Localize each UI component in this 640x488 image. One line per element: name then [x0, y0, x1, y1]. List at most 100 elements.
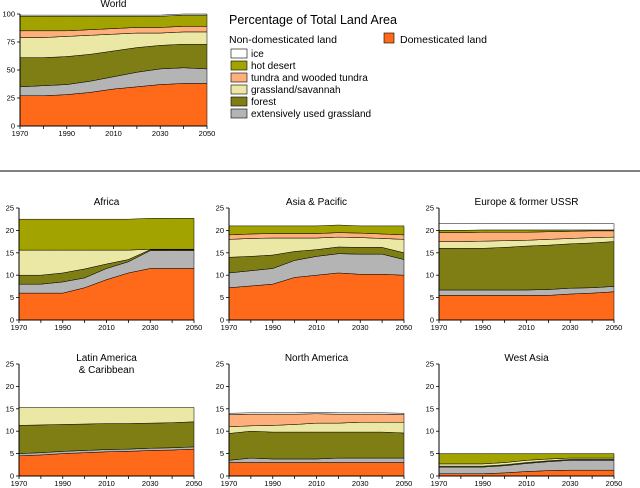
chart-title: World — [101, 0, 127, 10]
area-grassland-savannah — [18, 407, 195, 426]
area-forest — [228, 430, 405, 461]
y-tick-label: 25 — [7, 94, 15, 103]
y-tick-label: 75 — [7, 38, 15, 47]
chart-west-asia: 0 5 10 15 20 25 1970 1990 2010 2030 2050 West Asia — [426, 353, 623, 488]
y-tick-label: 20 — [216, 226, 224, 235]
area-domesticated-land — [438, 291, 615, 321]
y-tick-label: 10 — [426, 427, 434, 436]
chart-title: Asia & Pacific — [286, 197, 347, 208]
y-tick-label: 0 — [220, 316, 224, 325]
x-tick-label: 1990 — [58, 129, 75, 138]
x-tick-label: 1970 — [11, 479, 28, 488]
x-tick-label: 1970 — [12, 129, 29, 138]
area-hot-desert — [228, 224, 405, 236]
chart-title: & Caribbean — [79, 365, 135, 376]
y-tick-label: 15 — [426, 404, 434, 413]
y-tick-label: 20 — [426, 226, 434, 235]
y-tick-label: 5 — [10, 293, 14, 302]
area-hot-desert — [18, 218, 195, 251]
legend-label-grassland-savannah: grassland/savannah — [251, 85, 341, 96]
area-domesticated-land — [228, 462, 405, 477]
chart-north-america: 0 5 10 15 20 25 1970 1990 2010 2030 2050 North Amer… — [216, 353, 413, 488]
area-ice — [438, 223, 615, 231]
y-tick-label: 0 — [430, 316, 434, 325]
x-tick-label: 2010 — [98, 323, 115, 332]
legend-swatch-hot-desert — [230, 60, 248, 71]
legend-domesticated-label: Domesticated land — [400, 34, 487, 46]
x-tick-label: 2010 — [98, 479, 115, 488]
x-tick-label: 2010 — [518, 323, 535, 332]
x-tick-label: 2030 — [142, 479, 159, 488]
x-tick-label: 2030 — [352, 323, 369, 332]
x-tick-label: 2050 — [186, 323, 203, 332]
y-tick-label: 25 — [426, 204, 434, 213]
legend-swatch-extensive-grassland — [230, 108, 248, 119]
x-tick-label: 2030 — [562, 323, 579, 332]
x-tick-label: 2030 — [562, 479, 579, 488]
x-tick-label: 1970 — [221, 479, 238, 488]
y-tick-label: 0 — [10, 316, 14, 325]
x-tick-label: 2010 — [105, 129, 122, 138]
chart-title: North America — [285, 353, 349, 364]
legend-non-domesticated-heading: Non-domesticated land — [229, 34, 337, 46]
chart-world: 0 25 50 75 100 1970 1990 2010 2030 2050 World — [2, 0, 215, 138]
area-ice — [228, 412, 405, 415]
chart-europe-former-ussr: 0 5 10 15 20 25 1970 1990 2010 2030 2050 Europe & f… — [426, 197, 623, 332]
y-tick-label: 0 — [430, 472, 434, 481]
x-tick-label: 1990 — [264, 479, 281, 488]
y-tick-label: 10 — [426, 271, 434, 280]
y-tick-label: 15 — [6, 404, 14, 413]
x-tick-label: 1990 — [474, 323, 491, 332]
x-tick-label: 2050 — [396, 479, 413, 488]
y-tick-label: 25 — [426, 360, 434, 369]
y-tick-label: 5 — [220, 449, 224, 458]
y-tick-label: 20 — [6, 382, 14, 391]
x-tick-label: 2010 — [308, 323, 325, 332]
y-tick-label: 5 — [10, 449, 14, 458]
y-tick-label: 5 — [430, 449, 434, 458]
legend-swatch-ice — [230, 48, 248, 59]
y-tick-label: 25 — [6, 204, 14, 213]
x-tick-label: 1990 — [264, 323, 281, 332]
x-tick-label: 2050 — [606, 323, 623, 332]
y-tick-label: 15 — [426, 248, 434, 257]
x-tick-label: 1990 — [474, 479, 491, 488]
y-tick-label: 10 — [216, 427, 224, 436]
x-tick-label: 2030 — [352, 479, 369, 488]
area-ice — [19, 13, 208, 17]
y-tick-label: 0 — [11, 122, 15, 131]
x-tick-label: 2030 — [152, 129, 169, 138]
y-tick-label: 15 — [216, 248, 224, 257]
y-tick-label: 15 — [216, 404, 224, 413]
x-tick-label: 1990 — [54, 323, 71, 332]
chart-latin-america: 0 5 10 15 20 25 1970 1990 2010 2030 2050 Latin Amer… — [6, 353, 203, 488]
y-tick-label: 50 — [7, 66, 15, 75]
legend-label-forest: forest — [251, 97, 276, 108]
legend-swatch-grassland-savannah — [230, 84, 248, 95]
y-tick-label: 20 — [6, 226, 14, 235]
chart-asia-pacific: 0 5 10 15 20 25 1970 1990 2010 2030 2050 Asia & Pac… — [216, 197, 413, 332]
y-tick-label: 5 — [220, 293, 224, 302]
legend-domesticated-swatch — [383, 32, 395, 44]
area-forest — [438, 241, 615, 291]
chart-africa: 0 5 10 15 20 25 1970 1990 2010 2030 2050 Africa — [6, 197, 203, 332]
y-tick-label: 5 — [430, 293, 434, 302]
legend-label-ice: ice — [251, 49, 264, 60]
chart-title: Africa — [94, 197, 120, 208]
x-tick-label: 1970 — [221, 323, 238, 332]
y-tick-label: 20 — [216, 382, 224, 391]
x-tick-label: 2050 — [186, 479, 203, 488]
x-tick-label: 2050 — [396, 323, 413, 332]
y-tick-label: 25 — [216, 360, 224, 369]
x-tick-label: 2050 — [606, 479, 623, 488]
legend-label-extensive-grassland: extensively used grassland — [251, 109, 371, 120]
y-tick-label: 25 — [216, 204, 224, 213]
chart-title: West Asia — [504, 353, 549, 364]
y-tick-label: 10 — [6, 427, 14, 436]
y-tick-label: 0 — [10, 472, 14, 481]
x-tick-label: 1970 — [11, 323, 28, 332]
y-tick-label: 0 — [220, 472, 224, 481]
chart-title: Europe & former USSR — [475, 197, 579, 208]
legend-label-tundra: tundra and wooded tundra — [251, 73, 368, 84]
